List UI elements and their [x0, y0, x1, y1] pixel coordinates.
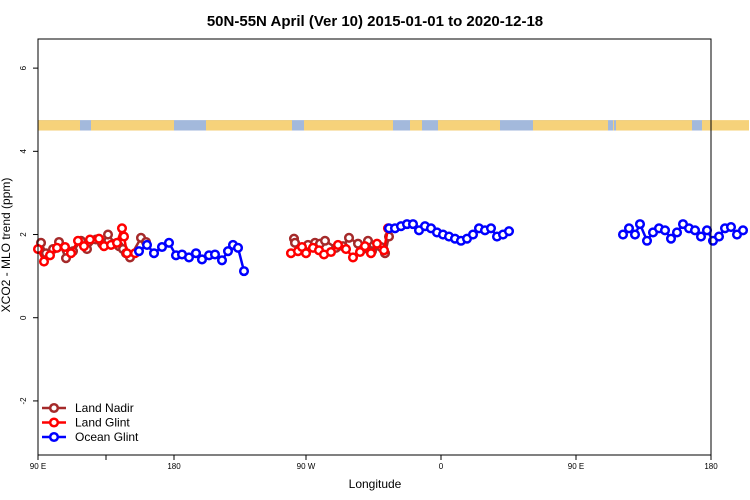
land-sea-band [38, 120, 749, 131]
data-point [78, 241, 90, 252]
y-tick-label: 0 [19, 315, 28, 320]
data-point [671, 227, 683, 238]
x-tick-label: 0 [439, 462, 444, 471]
data-point [359, 241, 371, 252]
y-tick-label: 2 [19, 232, 28, 237]
data-point [467, 229, 479, 240]
legend-marker [48, 417, 60, 428]
y-axis: -2 0 2 4 6 [19, 65, 38, 404]
data-point [343, 232, 355, 243]
data-point [378, 245, 390, 256]
data-point [209, 249, 221, 260]
x-tick-label: 180 [704, 462, 718, 471]
data-point [347, 252, 359, 263]
legend-label: Ocean Glint [75, 430, 139, 444]
series-layer [32, 219, 749, 277]
data-point [737, 225, 749, 236]
legend-marker [48, 402, 60, 414]
x-axis: 90 E 180 90 W 0 90 E 180 [30, 455, 718, 471]
land-segment [616, 120, 692, 131]
data-point [332, 239, 344, 250]
data-point [51, 242, 63, 253]
data-point [183, 252, 195, 263]
series-land-glint [32, 223, 394, 267]
data-point [634, 219, 646, 230]
land-segment [304, 120, 393, 131]
data-point [72, 235, 84, 246]
x-tick-label: 90 W [297, 462, 316, 471]
data-point [59, 241, 71, 253]
data-point [93, 233, 105, 244]
data-point [659, 225, 671, 236]
data-point [689, 225, 701, 236]
data-point [641, 235, 653, 246]
data-point [713, 231, 725, 242]
data-point [148, 248, 160, 259]
x-tick-label: 180 [167, 462, 181, 471]
x-tick-label: 90 E [30, 462, 46, 471]
data-point [695, 231, 707, 242]
data-point [133, 246, 145, 257]
land-segment [206, 120, 292, 131]
chart-title: 50N-55N April (Ver 10) 2015-01-01 to 202… [207, 13, 543, 30]
data-point [617, 229, 629, 240]
data-point [65, 248, 77, 259]
data-point [503, 226, 515, 237]
data-point [725, 221, 737, 233]
data-point [141, 239, 153, 250]
series-ocean-glint [133, 219, 749, 277]
data-point [163, 237, 175, 248]
data-point [156, 241, 168, 253]
data-point [629, 229, 641, 240]
land-segment [613, 120, 614, 131]
data-point [371, 238, 383, 249]
data-point [701, 225, 713, 236]
data-point [44, 250, 56, 261]
data-point [232, 242, 244, 253]
y-tick-label: -2 [19, 397, 28, 405]
data-point [665, 233, 677, 244]
legend-label: Land Glint [75, 416, 130, 430]
data-point [84, 234, 96, 245]
data-point [325, 246, 337, 258]
land-segment [702, 120, 749, 131]
legend-label: Land Nadir [75, 401, 134, 415]
data-point [38, 256, 50, 267]
data-point [216, 255, 228, 266]
data-point [485, 223, 497, 234]
data-point [118, 231, 130, 242]
y-axis-label: XCO2 - MLO trend (ppm) [0, 178, 13, 313]
data-point [116, 223, 128, 234]
legend-marker [48, 431, 60, 443]
data-point [340, 244, 352, 255]
data-point [222, 246, 234, 257]
land-segment [91, 120, 174, 131]
plot-frame [37, 38, 712, 456]
data-point [111, 237, 123, 248]
land-segment [410, 120, 422, 131]
land-segment [533, 120, 608, 131]
data-point [121, 248, 133, 259]
data-point [289, 237, 301, 248]
y-tick-label: 6 [19, 65, 28, 70]
data-point [238, 266, 250, 277]
x-tick-label: 90 E [568, 462, 584, 471]
data-point [319, 235, 331, 246]
data-point [300, 248, 312, 259]
y-tick-label: 4 [19, 149, 28, 154]
land-segment [438, 120, 500, 131]
data-point [407, 219, 419, 230]
data-point [102, 229, 114, 240]
data-point [190, 248, 202, 259]
land-segment [38, 120, 80, 131]
data-point [365, 248, 377, 259]
data-point [196, 254, 208, 265]
data-point [623, 223, 635, 234]
x-axis-label: Longitude [349, 477, 402, 491]
